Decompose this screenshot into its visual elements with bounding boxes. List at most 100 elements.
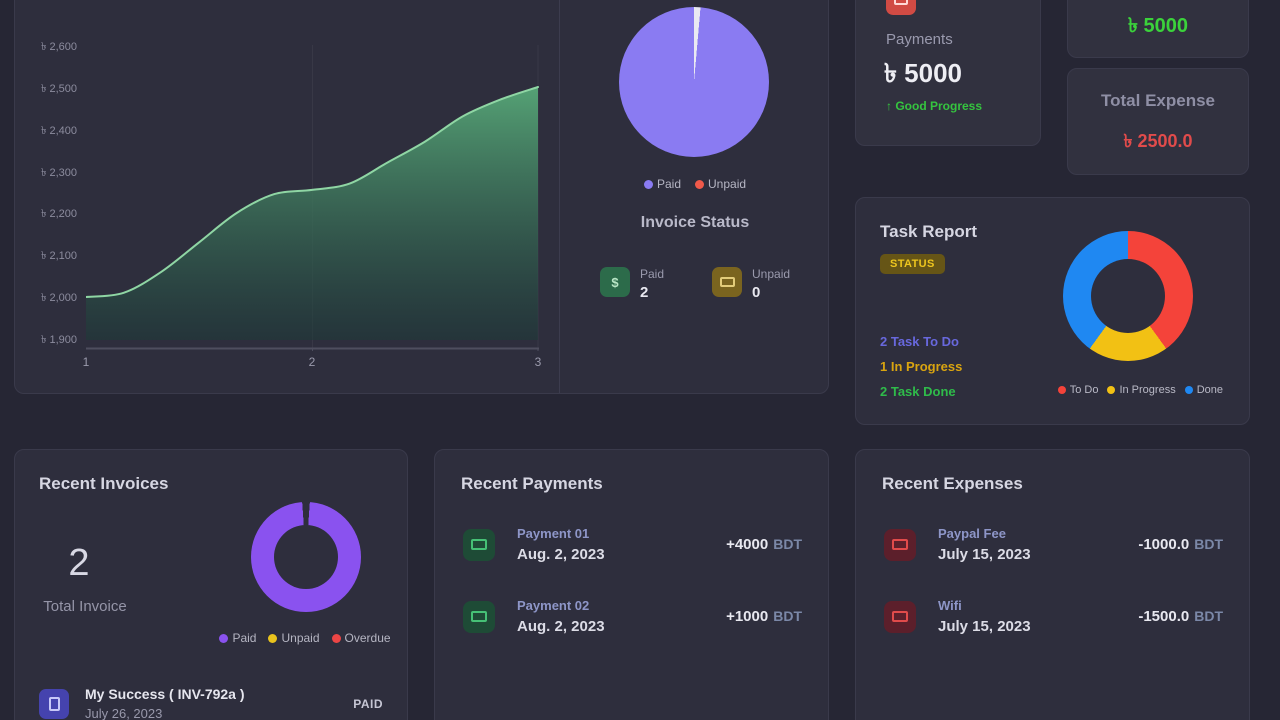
paid-stat-value: 2 [639, 284, 649, 301]
y-tick: ৳ 1,900 [40, 334, 77, 346]
payment-amount: +1000 BDT [726, 608, 802, 625]
y-tick: ৳ 2,000 [40, 292, 77, 304]
recent-payments-card: Recent Payments Payment 01 Aug. 2, 2023 … [434, 449, 829, 720]
expense-date: July 15, 2023 [938, 546, 1031, 563]
legend-label: To Do [1069, 384, 1099, 396]
expense-icon [884, 528, 916, 561]
legend-label: Unpaid [708, 177, 747, 191]
task-legend: To Do In Progress Done [1057, 384, 1223, 396]
currency-label: BDT [1194, 608, 1223, 624]
legend-item-unpaid: Unpaid [695, 177, 746, 191]
invoice-status-badge: PAID [353, 696, 383, 711]
legend-item-todo: To Do [1057, 384, 1099, 396]
unpaid-dot-icon [695, 179, 704, 189]
legend-label: In Progress [1119, 384, 1176, 396]
paid-stat-label: Paid [639, 267, 664, 281]
total-expense-label: Total Expense [1101, 91, 1215, 110]
paid-dot-icon [643, 179, 653, 189]
expense-list-item[interactable]: Wifi July 15, 2023 -1500.0 BDT [884, 598, 1223, 635]
y-tick: ৳ 2,600 [40, 41, 77, 53]
revenue-area-chart[interactable] [86, 45, 539, 351]
expense-name: Paypal Fee [938, 526, 1006, 541]
banknote-icon [463, 600, 495, 633]
legend-label: Overdue [344, 631, 391, 645]
task-summary-lines: 2 Task To Do 1 In Progress 2 Task Done [880, 334, 962, 399]
up-arrow-icon: ↑ [886, 99, 892, 113]
banknote-icon [712, 267, 742, 297]
task-report-card: Task Report STATUS 2 Task To Do 1 In Pro… [855, 197, 1250, 425]
done-dot-icon [1184, 386, 1193, 394]
banknote-icon [463, 528, 495, 561]
unpaid-stat-label: Unpaid [752, 267, 791, 281]
invoice-status-pie-chart[interactable] [619, 7, 769, 157]
expense-list-item[interactable]: Paypal Fee July 15, 2023 -1000.0 BDT [884, 526, 1223, 563]
payment-list-item[interactable]: Payment 02 Aug. 2, 2023 +1000 BDT [463, 598, 802, 635]
payment-date: Aug. 2, 2023 [517, 546, 605, 563]
trend-label: Good Progress [895, 99, 983, 113]
payments-trend: ↑ Good Progress [886, 99, 982, 113]
dollar-icon: $ [599, 267, 630, 297]
total-invoice-label: Total Invoice [43, 598, 127, 615]
invoice-status-stats: $ Paid 2 Unpaid 0 [559, 267, 831, 301]
recent-expenses-title: Recent Expenses [882, 474, 1023, 493]
y-tick: ৳ 2,100 [40, 250, 77, 262]
invoice-date: July 26, 2023 [85, 706, 163, 720]
payments-icon [886, 0, 916, 15]
total-income-amount: ৳ 5000 [1127, 15, 1188, 37]
total-income-card: ৳ 5000 [1067, 0, 1249, 58]
invoice-status-legend: Paid Unpaid [559, 177, 831, 191]
inprogress-count: 1 In Progress [880, 359, 963, 374]
currency-label: BDT [1194, 536, 1223, 552]
x-tick: 3 [534, 355, 542, 369]
legend-item-paid: Paid [643, 177, 681, 191]
invoices-legend: Paid Unpaid Overdue [205, 631, 405, 645]
legend-label: Paid [232, 631, 257, 645]
unpaid-stat-value: 0 [752, 284, 761, 301]
unpaid-dot-icon [268, 633, 278, 643]
total-expense-amount: ৳ 2500.0 [1123, 131, 1193, 151]
legend-item-overdue: Overdue [331, 631, 391, 645]
card-divider [559, 0, 560, 393]
x-tick: 1 [82, 355, 90, 369]
payments-amount: ৳ 5000 [884, 58, 963, 88]
invoice-doc-icon [39, 688, 69, 719]
todo-count: 2 Task To Do [880, 334, 959, 349]
currency-label: BDT [773, 608, 802, 624]
invoice-status-title: Invoice Status [640, 214, 750, 231]
expense-amount: -1000.0 BDT [1138, 536, 1223, 553]
x-tick: 2 [308, 355, 316, 369]
payments-label: Payments [886, 31, 953, 48]
total-expense-card: Total Expense ৳ 2500.0 [1067, 68, 1249, 175]
currency-label: BDT [773, 536, 802, 552]
legend-item-paid: Paid [219, 631, 256, 645]
y-tick: ৳ 2,200 [40, 208, 77, 220]
legend-item-inprogress: In Progress [1107, 384, 1176, 396]
legend-item-done: Done [1184, 384, 1223, 396]
overview-chart-card: ৳ 2,600 ৳ 2,500 ৳ 2,400 ৳ 2,300 ৳ 2,200 … [14, 0, 829, 394]
recent-invoices-card: Recent Invoices 2 Total Invoice Paid Unp… [14, 449, 408, 720]
y-tick: ৳ 2,300 [40, 167, 77, 179]
recent-expenses-card: Recent Expenses Paypal Fee July 15, 2023… [855, 449, 1250, 720]
task-donut-chart[interactable] [1063, 231, 1193, 361]
todo-dot-icon [1057, 386, 1066, 394]
invoice-list-item[interactable]: My Success ( INV-792a ) July 26, 2023 PA… [39, 686, 383, 720]
legend-item-unpaid: Unpaid [268, 631, 320, 645]
paid-dot-icon [219, 633, 229, 643]
recent-payments-title: Recent Payments [461, 474, 603, 493]
expense-amount: -1500.0 BDT [1138, 608, 1223, 625]
legend-label: Paid [656, 177, 681, 191]
done-count: 2 Task Done [880, 384, 956, 399]
invoices-donut-chart[interactable] [251, 502, 361, 612]
legend-label: Done [1196, 384, 1223, 396]
expense-name: Wifi [938, 598, 962, 613]
recent-invoices-title: Recent Invoices [39, 474, 169, 493]
payment-list-item[interactable]: Payment 01 Aug. 2, 2023 +4000 BDT [463, 526, 802, 563]
expense-date: July 15, 2023 [938, 618, 1031, 635]
y-tick: ৳ 2,400 [40, 125, 77, 137]
legend-label: Unpaid [281, 631, 320, 645]
payment-name: Payment 02 [517, 598, 590, 613]
payments-summary-card: Payments ৳ 5000 ↑ Good Progress [855, 0, 1041, 146]
paid-stat: $ Paid 2 [599, 267, 664, 301]
invoice-name: My Success ( INV-792a ) [85, 686, 245, 702]
